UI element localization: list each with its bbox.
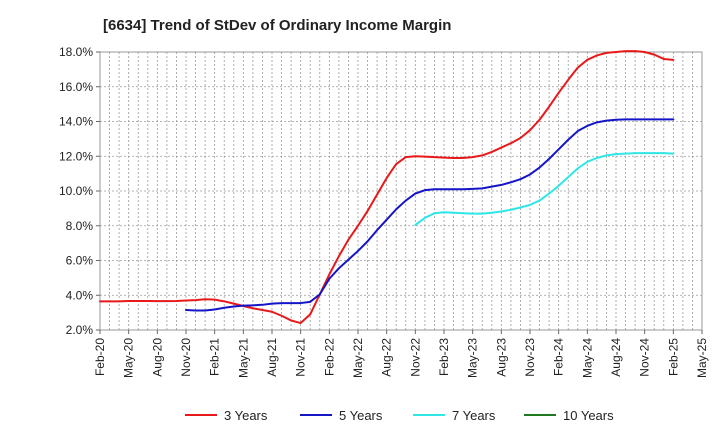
y-tick-label: 12.0% <box>59 149 93 163</box>
x-tick-label: Feb-22 <box>322 338 336 376</box>
y-tick-label: 18.0% <box>59 45 93 59</box>
x-tick-label: Nov-21 <box>294 338 308 377</box>
legend: 3 Years 5 Years 7 Years 10 Years <box>185 408 614 423</box>
chart-title: [6634] Trend of StDev of Ordinary Income… <box>103 17 451 34</box>
x-tick-label: Feb-24 <box>552 338 566 376</box>
x-tick-label: Aug-23 <box>494 338 508 377</box>
x-tick-label: May-24 <box>580 338 594 378</box>
y-tick-label: 8.0% <box>66 219 94 233</box>
y-tick-label: 4.0% <box>66 288 94 302</box>
x-tick-label: Aug-21 <box>265 338 279 377</box>
x-tick-label: Nov-22 <box>408 338 422 377</box>
x-tick-label: Aug-20 <box>150 338 164 377</box>
y-tick-label: 6.0% <box>66 254 94 268</box>
legend-label: 7 Years <box>452 408 496 423</box>
y-tick-label: 14.0% <box>59 115 93 129</box>
legend-label: 3 Years <box>224 408 268 423</box>
x-tick-label: Feb-21 <box>208 338 222 376</box>
y-tick-label: 10.0% <box>59 184 93 198</box>
series-lines <box>99 50 675 325</box>
x-tick-label: Feb-23 <box>437 338 451 376</box>
grid <box>99 51 703 331</box>
legend-label: 10 Years <box>563 408 614 423</box>
x-tick-label: Nov-23 <box>523 338 537 377</box>
x-tick-label: Aug-22 <box>380 338 394 377</box>
series-line-3-years <box>99 50 675 325</box>
x-tick-label: May-21 <box>236 338 250 378</box>
x-tick-label: Aug-24 <box>609 338 623 377</box>
x-tick-label: May-22 <box>351 338 365 378</box>
x-tick-label: May-20 <box>122 338 136 378</box>
series-line-5-years <box>185 118 675 312</box>
series-line-7-years <box>414 152 675 226</box>
x-tick-label: Nov-20 <box>179 338 193 377</box>
x-tick-label: Feb-20 <box>93 338 107 376</box>
axes: 2.0% 4.0% 6.0% 8.0% 10.0% 12.0% 14.0% 16.0% 18.0… <box>59 45 709 378</box>
legend-label: 5 Years <box>339 408 383 423</box>
x-tick-label: Feb-25 <box>666 338 680 376</box>
x-tick-label: May-23 <box>466 338 480 378</box>
y-tick-label: 16.0% <box>59 80 93 94</box>
x-tick-label: May-25 <box>695 338 709 378</box>
x-tick-label: Nov-24 <box>638 338 652 377</box>
y-tick-label: 2.0% <box>66 323 94 337</box>
